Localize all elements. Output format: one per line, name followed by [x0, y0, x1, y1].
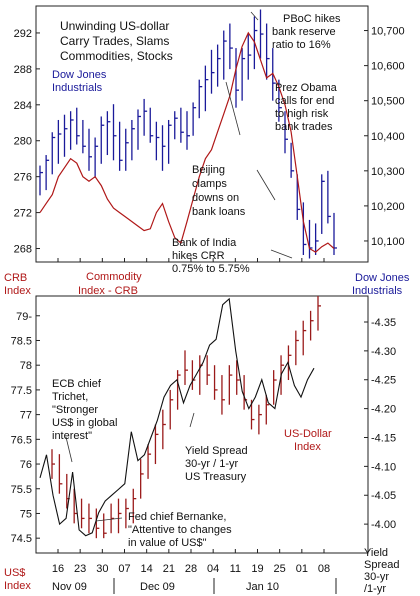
crb-tick-label: 292 [14, 28, 32, 40]
yield-tick-label: -4.00 [371, 519, 396, 531]
crb-line-series [39, 31, 335, 253]
pboc-annotation: PBoC hikes bank reserve ratio to 16% [272, 13, 344, 51]
month-label-nov: Nov 09 [52, 581, 87, 593]
yield-axis-label: Yield Spread 30-yr /1-yr [364, 547, 403, 595]
pboc-leader [250, 11, 259, 21]
usd-tick-label: 77 [20, 410, 32, 422]
obama-annotation: Prez Obama calls for end to high risk ba… [275, 82, 340, 133]
yield-axis-ticks: -4.00 -4.05 -4.10 -4.15 -4.20 -4.25 -4.30 -4.35 [364, 317, 396, 531]
usd-tick-label: 78.5 [11, 335, 32, 347]
bottom-panel-frame [35, 295, 369, 554]
beijing-annotation: Beijing clamps downs on bank loans [192, 164, 246, 218]
dow-tick-label: 10,100 [371, 236, 405, 248]
day-tick-label: 07 [118, 563, 130, 575]
day-tick-label: 04 [207, 563, 219, 575]
day-tick-label: 25 [274, 563, 286, 575]
yield-line-series [39, 297, 315, 537]
crb-tick-label: 284 [14, 100, 32, 112]
dow-tick-label: 10,500 [371, 96, 405, 108]
crb-tick-label: 276 [14, 172, 32, 184]
crb-tick-label: 272 [14, 208, 32, 220]
india-leader [270, 249, 293, 259]
usd-axis-ticks: 74.5 75 75.5 76 76.5 77 77.5 78 78.5 79- [11, 311, 40, 545]
usd-tick-label: 79- [16, 311, 32, 323]
crb-tick-label: 288 [14, 64, 32, 76]
leader-lines [65, 11, 293, 522]
top-panel-frame [35, 5, 369, 263]
day-tick-label: 21 [163, 563, 175, 575]
chart-title: Unwinding US-dollar Carry Trades, Slams … [60, 19, 173, 63]
x-axis-month-labels: Nov 09 Dec 09 Jan 10 [52, 581, 279, 593]
dow-tick-label: 10,200 [371, 201, 405, 213]
month-label-dec: Dec 09 [140, 581, 175, 593]
yield-tick-label: -4.25 [371, 375, 396, 387]
yield-tick-label: -4.10 [371, 461, 396, 473]
ecb-annotation: ECB chief Trichet, "Stronger US$ in glob… [52, 378, 121, 442]
usd-tick-label: 74.5 [11, 533, 32, 545]
month-label-jan: Jan 10 [246, 581, 279, 593]
crb-axis-ticks: 268 272 276 280 284 288 292 [14, 28, 40, 256]
dow-tick-label: 10,300 [371, 166, 405, 178]
usd-tick-label: 75.5 [11, 484, 32, 496]
usd-tick-label: 77.5 [11, 385, 32, 397]
day-tick-label: 28 [185, 563, 197, 575]
usd-series-label: US-Dollar Index [284, 428, 335, 453]
crb-axis-label: CRB Index [4, 272, 31, 297]
usd-ohlc-series [51, 296, 321, 539]
obama-leader [225, 81, 241, 136]
day-tick-label: 01 [296, 563, 308, 575]
yield-tick-label: -4.30 [371, 346, 396, 358]
day-tick-label: 23 [74, 563, 86, 575]
dow-tick-label: 10,400 [371, 131, 405, 143]
fed-annotation: Fed chief Bernanke, "Attentive to change… [128, 511, 235, 549]
day-tick-label: 08 [318, 563, 330, 575]
crb-tick-label: 280 [14, 136, 32, 148]
usd-axis-label: US$ Index [4, 567, 31, 592]
day-tick-label: 16 [52, 563, 64, 575]
crb-series-label: Commodity Index - CRB [78, 271, 145, 297]
day-tick-label: 19 [251, 563, 263, 575]
usd-tick-label: 76.5 [11, 434, 32, 446]
beijing-leader [256, 169, 276, 201]
yield-tick-label: -4.15 [371, 432, 396, 444]
crb-tick-label: 268 [14, 244, 32, 256]
fed-leader [95, 517, 123, 522]
month-separators [113, 578, 337, 594]
yield-leader [189, 412, 195, 428]
bottom-x-tick-marks [57, 549, 325, 553]
usd-tick-label: 78 [20, 360, 32, 372]
yield-tick-label: -4.35 [371, 317, 396, 329]
dow-ohlc-series [39, 9, 337, 259]
top-x-tick-marks [57, 258, 325, 262]
yield-tick-label: -4.05 [371, 490, 396, 502]
dow-tick-label: 10,600 [371, 61, 405, 73]
day-tick-label: 11 [230, 563, 241, 575]
dow-series-label: Dow Jones Industrials [52, 69, 109, 94]
dow-axis-ticks: 10,100 10,200 10,300 10,400 10,500 10,600 10,7… [364, 26, 405, 248]
yield-annotation: Yield Spread 30-yr / 1-yr US Treasury [185, 445, 251, 483]
usd-tick-label: 75 [20, 508, 32, 520]
india-annotation: Bank of India hikes CRR 0.75% to 5.75% [172, 237, 250, 275]
usd-tick-label: 76 [20, 459, 32, 471]
day-tick-label: 30 [96, 563, 108, 575]
day-tick-label: 14 [141, 563, 153, 575]
dow-tick-label: 10,700 [371, 26, 405, 38]
dow-axis-label: Dow Jones Industrials [352, 272, 412, 297]
ecb-leader [65, 436, 73, 463]
yield-tick-label: -4.20 [371, 404, 396, 416]
x-axis-day-labels: 16 23 30 07 14 21 28 04 11 19 25 01 08 [52, 563, 330, 575]
